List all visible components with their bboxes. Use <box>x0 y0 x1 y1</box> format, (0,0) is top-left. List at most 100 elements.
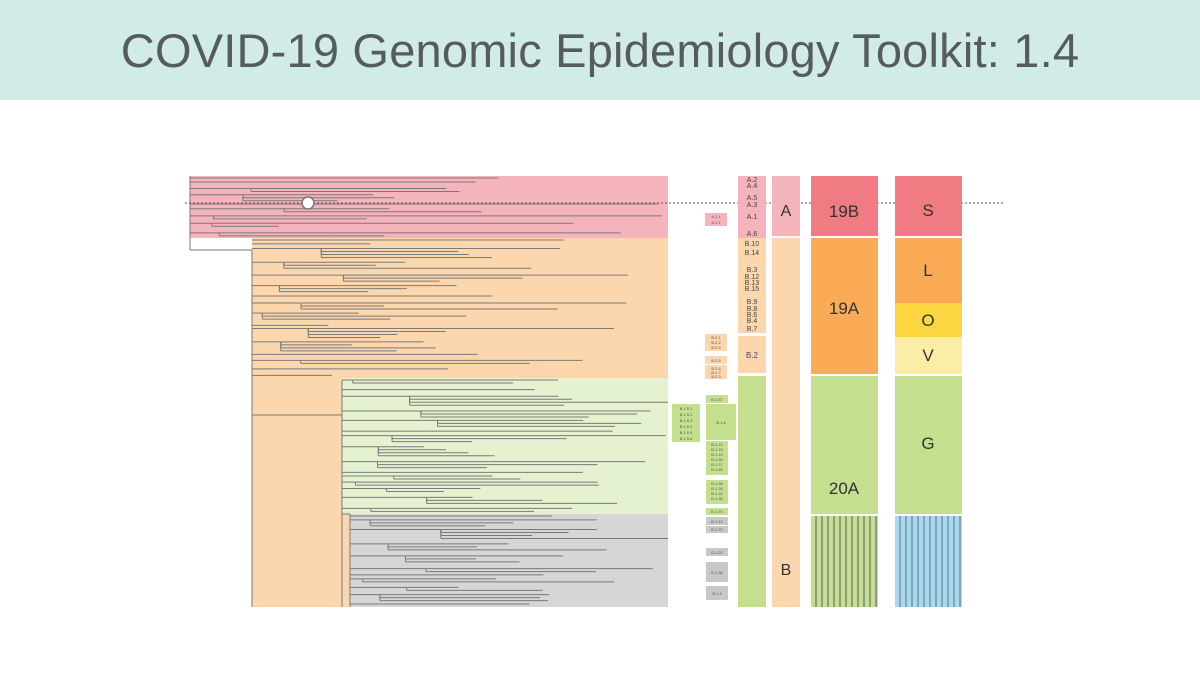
clade-19a-block <box>811 238 878 374</box>
gisaid-g-stripe <box>947 516 949 607</box>
gisaid-clade-column: S L O V G <box>895 176 962 607</box>
gisaid-g-label: G <box>921 434 934 453</box>
tree-bg-orange-top <box>252 238 668 378</box>
label-box-green-b18 <box>706 404 736 440</box>
clade-19a-label: 19A <box>829 299 860 318</box>
lineage-b2: B.2 <box>746 351 759 360</box>
label-b155: B.1.5.5 <box>680 430 693 435</box>
label-b27: B.2.7 <box>711 370 721 375</box>
gisaid-g-stripe <box>929 516 931 607</box>
lineage-a5: A.5 <box>747 195 758 202</box>
clade-20a-striped <box>811 516 878 607</box>
clade-20a-stripe <box>875 516 877 607</box>
sublineage-labels: A.1.1 A.1.1 B.2.1 B.2.2 B.2.4 B.2.5 B.2.… <box>672 213 736 600</box>
label-box-green-low <box>706 480 728 504</box>
lineage-a-label: A <box>781 203 792 220</box>
clade-20a-stripe <box>815 516 817 607</box>
label-b123: B.1.23 <box>711 550 723 555</box>
label-b151: B.1.5.1 <box>680 406 693 411</box>
gisaid-s-block <box>895 176 962 236</box>
label-b153: B.1.5.3 <box>680 418 693 423</box>
lineage-b15: B.15 <box>745 286 760 293</box>
label-box-green-b170 <box>706 508 728 515</box>
label-box-grey-5 <box>706 586 728 600</box>
lineage-col-orange <box>738 238 766 333</box>
gisaid-o-block <box>895 303 962 337</box>
tree-bg-grey <box>350 514 668 607</box>
label-b170: B.1.70 <box>711 509 723 514</box>
clade-20a-block <box>811 376 878 514</box>
gisaid-l-block <box>895 238 962 303</box>
label-box-green-outer <box>672 404 700 442</box>
lineage-col-pink <box>738 176 766 238</box>
gisaid-g-striped <box>895 516 962 607</box>
clade-20a-label: 20A <box>829 479 860 498</box>
clade-20a-stripe <box>839 516 841 607</box>
label-b25: B.2.5 <box>711 358 721 363</box>
title-banner: COVID-19 Genomic Epidemiology Toolkit: 1… <box>0 0 1200 100</box>
label-b167: B.1.67 <box>711 397 723 402</box>
clade-20a-stripe <box>827 516 829 607</box>
label-box-grey-3 <box>706 548 728 556</box>
label-b126: B.1.26 <box>711 486 723 491</box>
label-b24: B.2.4 <box>711 345 721 350</box>
lineage-a-block <box>772 176 800 236</box>
label-b136: B.1.36 <box>711 570 723 575</box>
label-b22: B.2.2 <box>711 340 721 345</box>
clade-19b-label: 19B <box>829 202 859 221</box>
gisaid-g-stripe <box>911 516 913 607</box>
page-title: COVID-19 Genomic Epidemiology Toolkit: 1… <box>120 23 1080 77</box>
label-b178: B.1.78 <box>711 447 723 452</box>
label-b19: B.1.9 <box>712 591 722 596</box>
label-b122: B.1.22 <box>711 491 723 496</box>
lineage-b-block <box>772 238 800 607</box>
label-box-pink <box>705 213 727 226</box>
label-b18: B.1.8 <box>716 420 726 425</box>
label-b154: B.1.5.4 <box>680 424 693 429</box>
lineage-labels: A.2 A.4 A.5 A.3 A.1 A.6 B.10 B.14 B.3 B.… <box>738 176 766 607</box>
clade-20a-stripe <box>863 516 865 607</box>
gisaid-g-stripe <box>935 516 937 607</box>
lineage-b7: B.7 <box>747 326 758 333</box>
tree-bg-pink <box>190 176 668 238</box>
lineage-b14: B.14 <box>745 250 760 257</box>
label-box-grey-1 <box>706 517 728 525</box>
clade-20a-stripe <box>821 516 823 607</box>
lineage-a4: A.4 <box>747 183 758 190</box>
label-box-grey-2 <box>706 526 728 533</box>
label-box-grey-4 <box>706 562 728 582</box>
lineage-b9: B.9 <box>747 299 758 306</box>
label-b137: B.1.37 <box>711 527 723 532</box>
label-b172: B.1.72 <box>711 442 723 447</box>
tree-bg-green <box>342 378 668 514</box>
gisaid-l-label: L <box>923 261 932 280</box>
lineage-a6: A.6 <box>747 231 758 238</box>
major-lineage-column: A B <box>772 176 800 607</box>
lineage-col-green <box>738 376 766 607</box>
label-b112: B.1.12 <box>711 519 723 524</box>
lineage-b10: B.10 <box>745 241 760 248</box>
gisaid-g-block <box>895 376 962 514</box>
gisaid-s-label: S <box>922 201 933 220</box>
label-a11-b: A.1.1 <box>711 220 721 225</box>
tree-branches <box>189 176 668 607</box>
label-box-green-mid <box>706 441 728 475</box>
lineage-a2: A.2 <box>747 177 758 184</box>
label-b156: B.1.5.6 <box>680 436 693 441</box>
gisaid-g-stripe <box>959 516 961 607</box>
lineage-b6: B.6 <box>747 312 758 319</box>
lineage-b4: B.4 <box>747 318 758 325</box>
label-box-orange-1 <box>705 334 727 351</box>
label-b171: B.1.71 <box>711 462 723 467</box>
label-b21: B.2.1 <box>711 335 721 340</box>
gisaid-g-stripe <box>923 516 925 607</box>
gisaid-g-stripe <box>941 516 943 607</box>
lineage-col-b2 <box>738 336 766 373</box>
label-b23: B.2.3 <box>711 374 721 379</box>
label-b152: B.1.5.2 <box>680 412 693 417</box>
label-b180: B.1.80 <box>711 467 723 472</box>
tree-background <box>190 176 668 607</box>
clade-20a-stripe <box>845 516 847 607</box>
nextstrain-clade-column: 19B 19A 20A <box>811 176 878 607</box>
